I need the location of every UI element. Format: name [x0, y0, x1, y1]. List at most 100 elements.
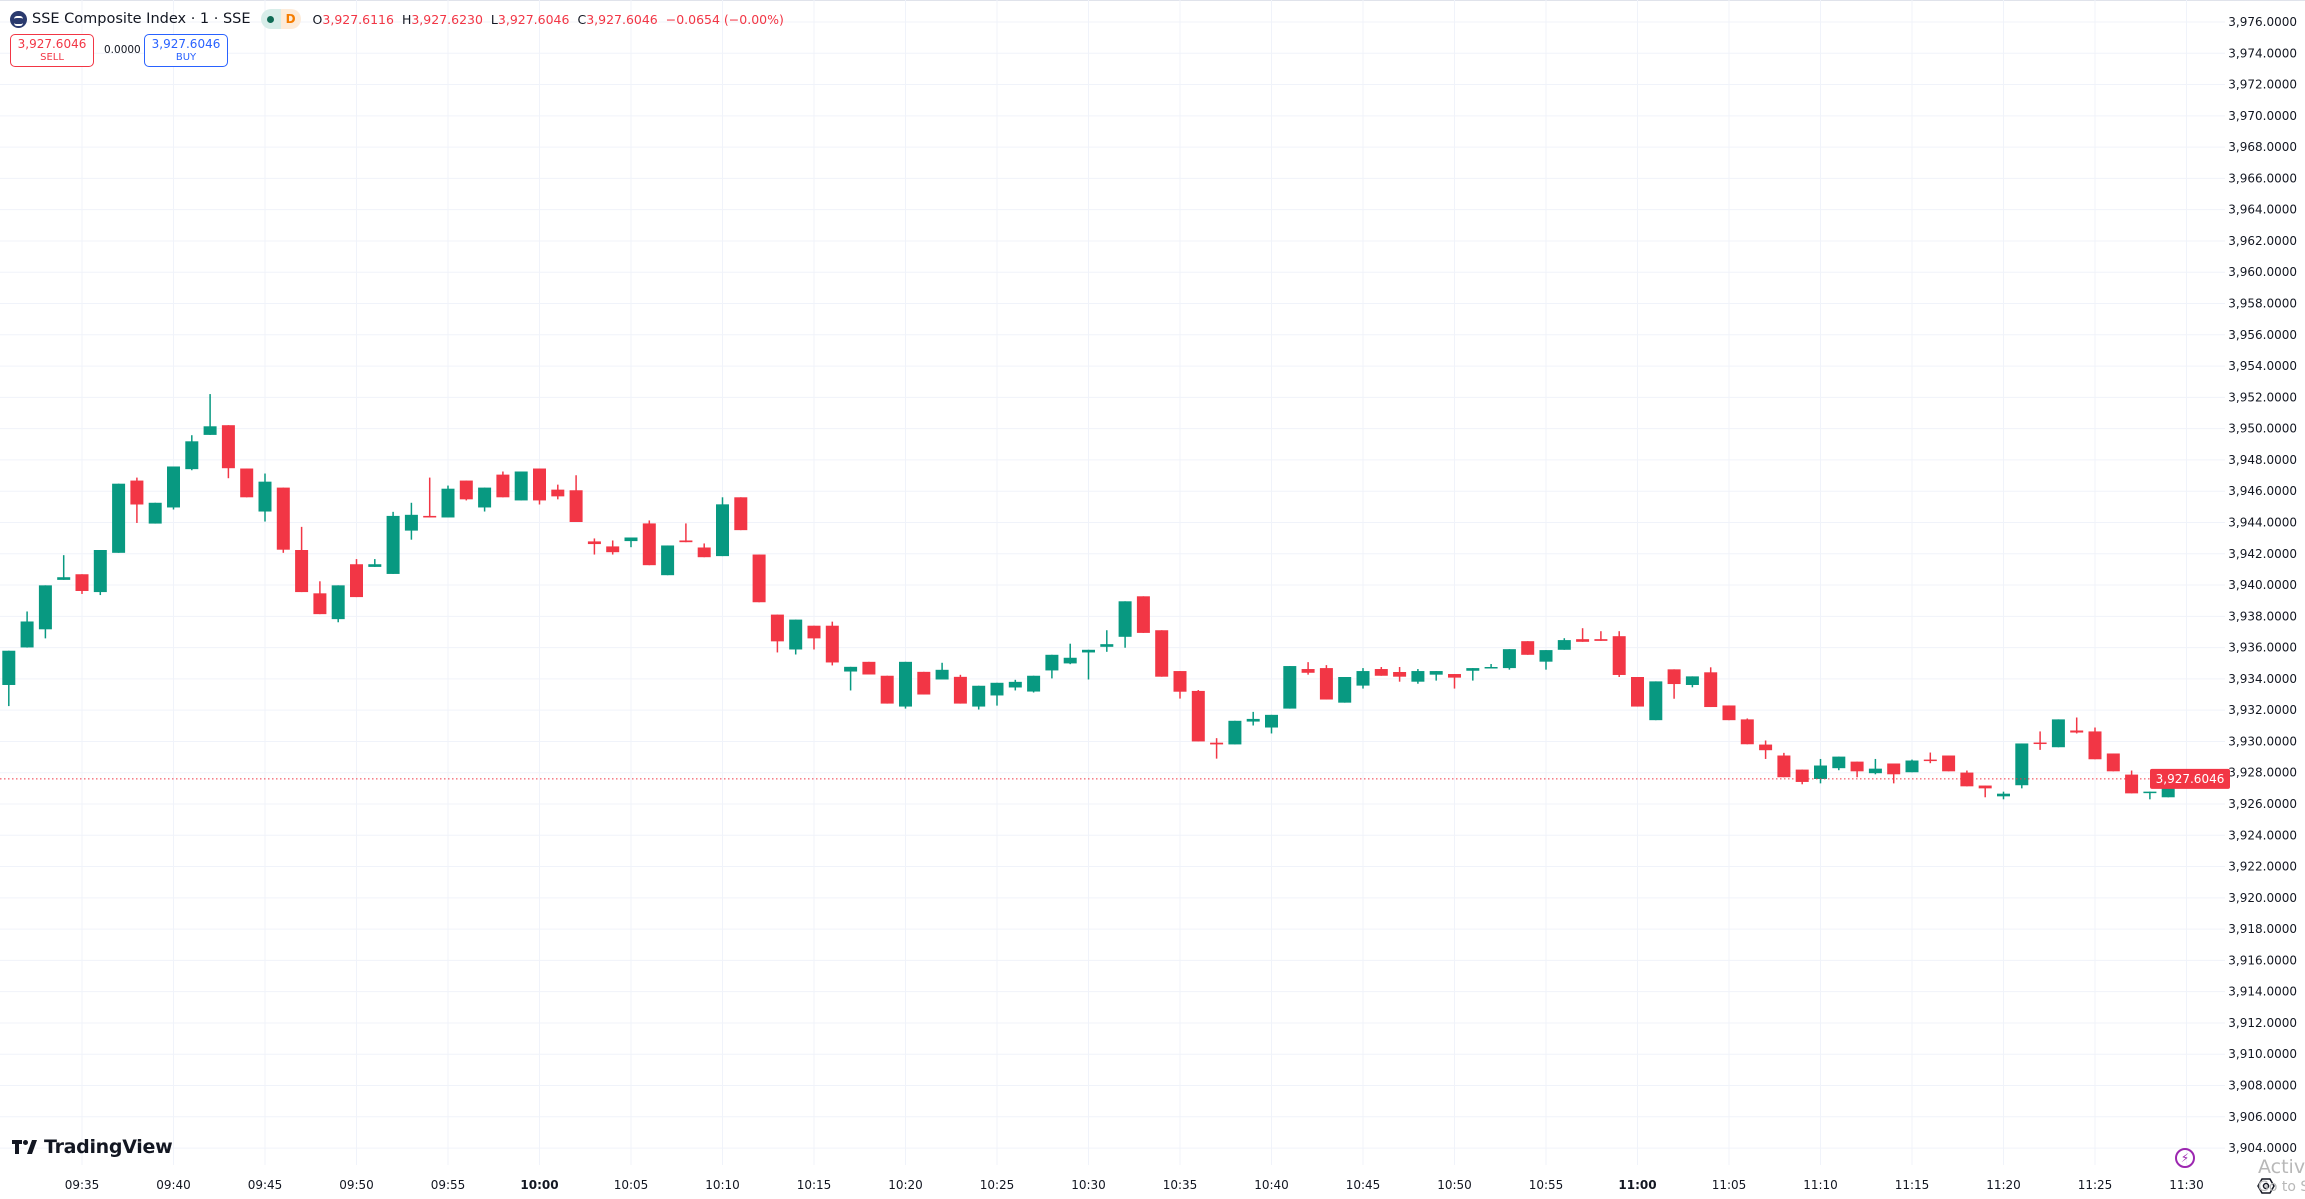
candle-1105 — [1722, 705, 1736, 721]
time-tick-label: 09:55 — [431, 1178, 466, 1192]
price-tick-label: 3,946.0000 — [2228, 484, 2297, 498]
candle-body — [1155, 630, 1169, 677]
candle-body — [2106, 753, 2120, 772]
candle-0941 — [185, 435, 199, 471]
tradingview-logo[interactable]: TradingView — [12, 1136, 173, 1158]
candle-0946 — [276, 487, 290, 553]
candle-0944 — [240, 468, 254, 498]
candle-body — [1191, 690, 1205, 742]
candle-body — [1301, 669, 1315, 673]
candle-1006 — [642, 520, 656, 566]
candle-body — [697, 547, 711, 558]
time-axis[interactable]: 09:35 09:40 09:45 09:50 09:55 10:00 10:05 10:10… — [65, 1178, 2204, 1192]
candle-1045 — [1356, 668, 1370, 689]
candle-1048 — [1411, 669, 1425, 684]
candle-1013 — [770, 614, 784, 653]
candle-1052 — [1484, 664, 1498, 669]
candle-1043 — [1319, 665, 1333, 700]
candle-1027 — [1027, 675, 1041, 693]
candle-body — [185, 441, 199, 470]
candle-1122 — [2033, 731, 2047, 750]
candle-1124 — [2070, 717, 2084, 734]
sell-button[interactable]: 3,927.6046 SELL — [10, 34, 94, 67]
candle-body — [130, 480, 144, 505]
candle-body — [1411, 671, 1425, 682]
candle-body — [1228, 720, 1242, 745]
candle-0937 — [112, 483, 126, 553]
candle-1106 — [1740, 718, 1754, 745]
candle-1023 — [953, 674, 967, 704]
candle-0951 — [368, 559, 382, 567]
candle-body — [1027, 675, 1041, 692]
candle-1053 — [1502, 649, 1516, 670]
candle-0945 — [258, 473, 272, 522]
candle-body — [1722, 705, 1736, 721]
price-axis[interactable]: 3,976.0000 3,974.0000 3,972.0000 3,970.0000… — [2150, 15, 2297, 1155]
candle-body — [404, 514, 418, 531]
candle-1039 — [1246, 711, 1260, 726]
candle-1029 — [1063, 643, 1077, 665]
time-tick-label: 10:05 — [614, 1178, 649, 1192]
candle-body — [1521, 641, 1535, 655]
candle-body — [807, 625, 821, 639]
time-tick-label: 11:00 — [1618, 1178, 1656, 1192]
candle-body — [1649, 681, 1663, 721]
candle-1008 — [679, 523, 693, 543]
candle-body — [2088, 731, 2102, 760]
candle-1110 — [1814, 758, 1827, 784]
spread-value: 0.0000 — [104, 44, 141, 56]
market-status-badge[interactable]: D — [260, 9, 301, 29]
candle-0942 — [203, 394, 217, 435]
open-value: 3,927.6116 — [322, 11, 394, 27]
price-tick-label: 3,974.0000 — [2228, 46, 2297, 60]
price-tick-label: 3,906.0000 — [2228, 1110, 2297, 1124]
candle-body — [752, 554, 766, 603]
candle-body — [1832, 756, 1846, 769]
candle-1047 — [1393, 666, 1407, 682]
time-tick-label: 09:45 — [248, 1178, 283, 1192]
candle-body — [569, 490, 583, 523]
candle-1058 — [1594, 631, 1608, 641]
lightning-icon[interactable]: ⚡ — [2175, 1148, 2195, 1168]
price-tick-label: 3,950.0000 — [2228, 422, 2297, 436]
candle-body — [1173, 671, 1187, 692]
time-tick-label: 10:35 — [1163, 1178, 1198, 1192]
candle-1111 — [1832, 756, 1846, 771]
candle-body — [990, 682, 1004, 696]
symbol-title[interactable]: SSE Composite Index · 1 · SSE — [32, 11, 251, 27]
time-tick-label: 11:10 — [1803, 1178, 1838, 1192]
candle-1010 — [716, 497, 729, 557]
candle-0931 — [2, 650, 16, 707]
candle-body — [1246, 718, 1260, 722]
candle-1042 — [1301, 662, 1315, 675]
candle-body — [661, 545, 675, 576]
candle-body — [1777, 755, 1791, 778]
candle-body — [20, 621, 34, 648]
candle-0934 — [57, 555, 71, 580]
settings-gear-icon[interactable] — [2256, 1176, 2276, 1196]
candle-1035 — [1173, 671, 1187, 699]
time-tick-label: 11:25 — [2078, 1178, 2113, 1192]
candle-1036 — [1191, 689, 1205, 742]
price-tick-label: 3,944.0000 — [2228, 515, 2297, 529]
price-tick-label: 3,928.0000 — [2228, 766, 2297, 780]
candle-1011 — [734, 497, 748, 531]
candle-body — [1850, 761, 1864, 772]
candle-body — [93, 550, 107, 593]
candle-1120 — [1997, 791, 2010, 800]
price-tick-label: 3,968.0000 — [2228, 140, 2297, 154]
candle-1123 — [2051, 719, 2065, 748]
candle-0948 — [313, 581, 327, 615]
buy-price: 3,927.6046 — [151, 37, 221, 51]
candle-body — [1594, 639, 1608, 641]
candle-body — [441, 488, 455, 518]
high-value: 3,927.6230 — [411, 11, 483, 27]
candle-body — [917, 671, 931, 695]
candle-body — [825, 625, 839, 663]
candle-body — [844, 666, 858, 672]
chart-legend: SSE Composite Index · 1 · SSE D O3,927.6… — [10, 8, 784, 30]
time-tick-label: 09:35 — [65, 1178, 100, 1192]
price-tick-label: 3,918.0000 — [2228, 922, 2297, 936]
buy-button[interactable]: 3,927.6046 BUY — [144, 34, 228, 67]
